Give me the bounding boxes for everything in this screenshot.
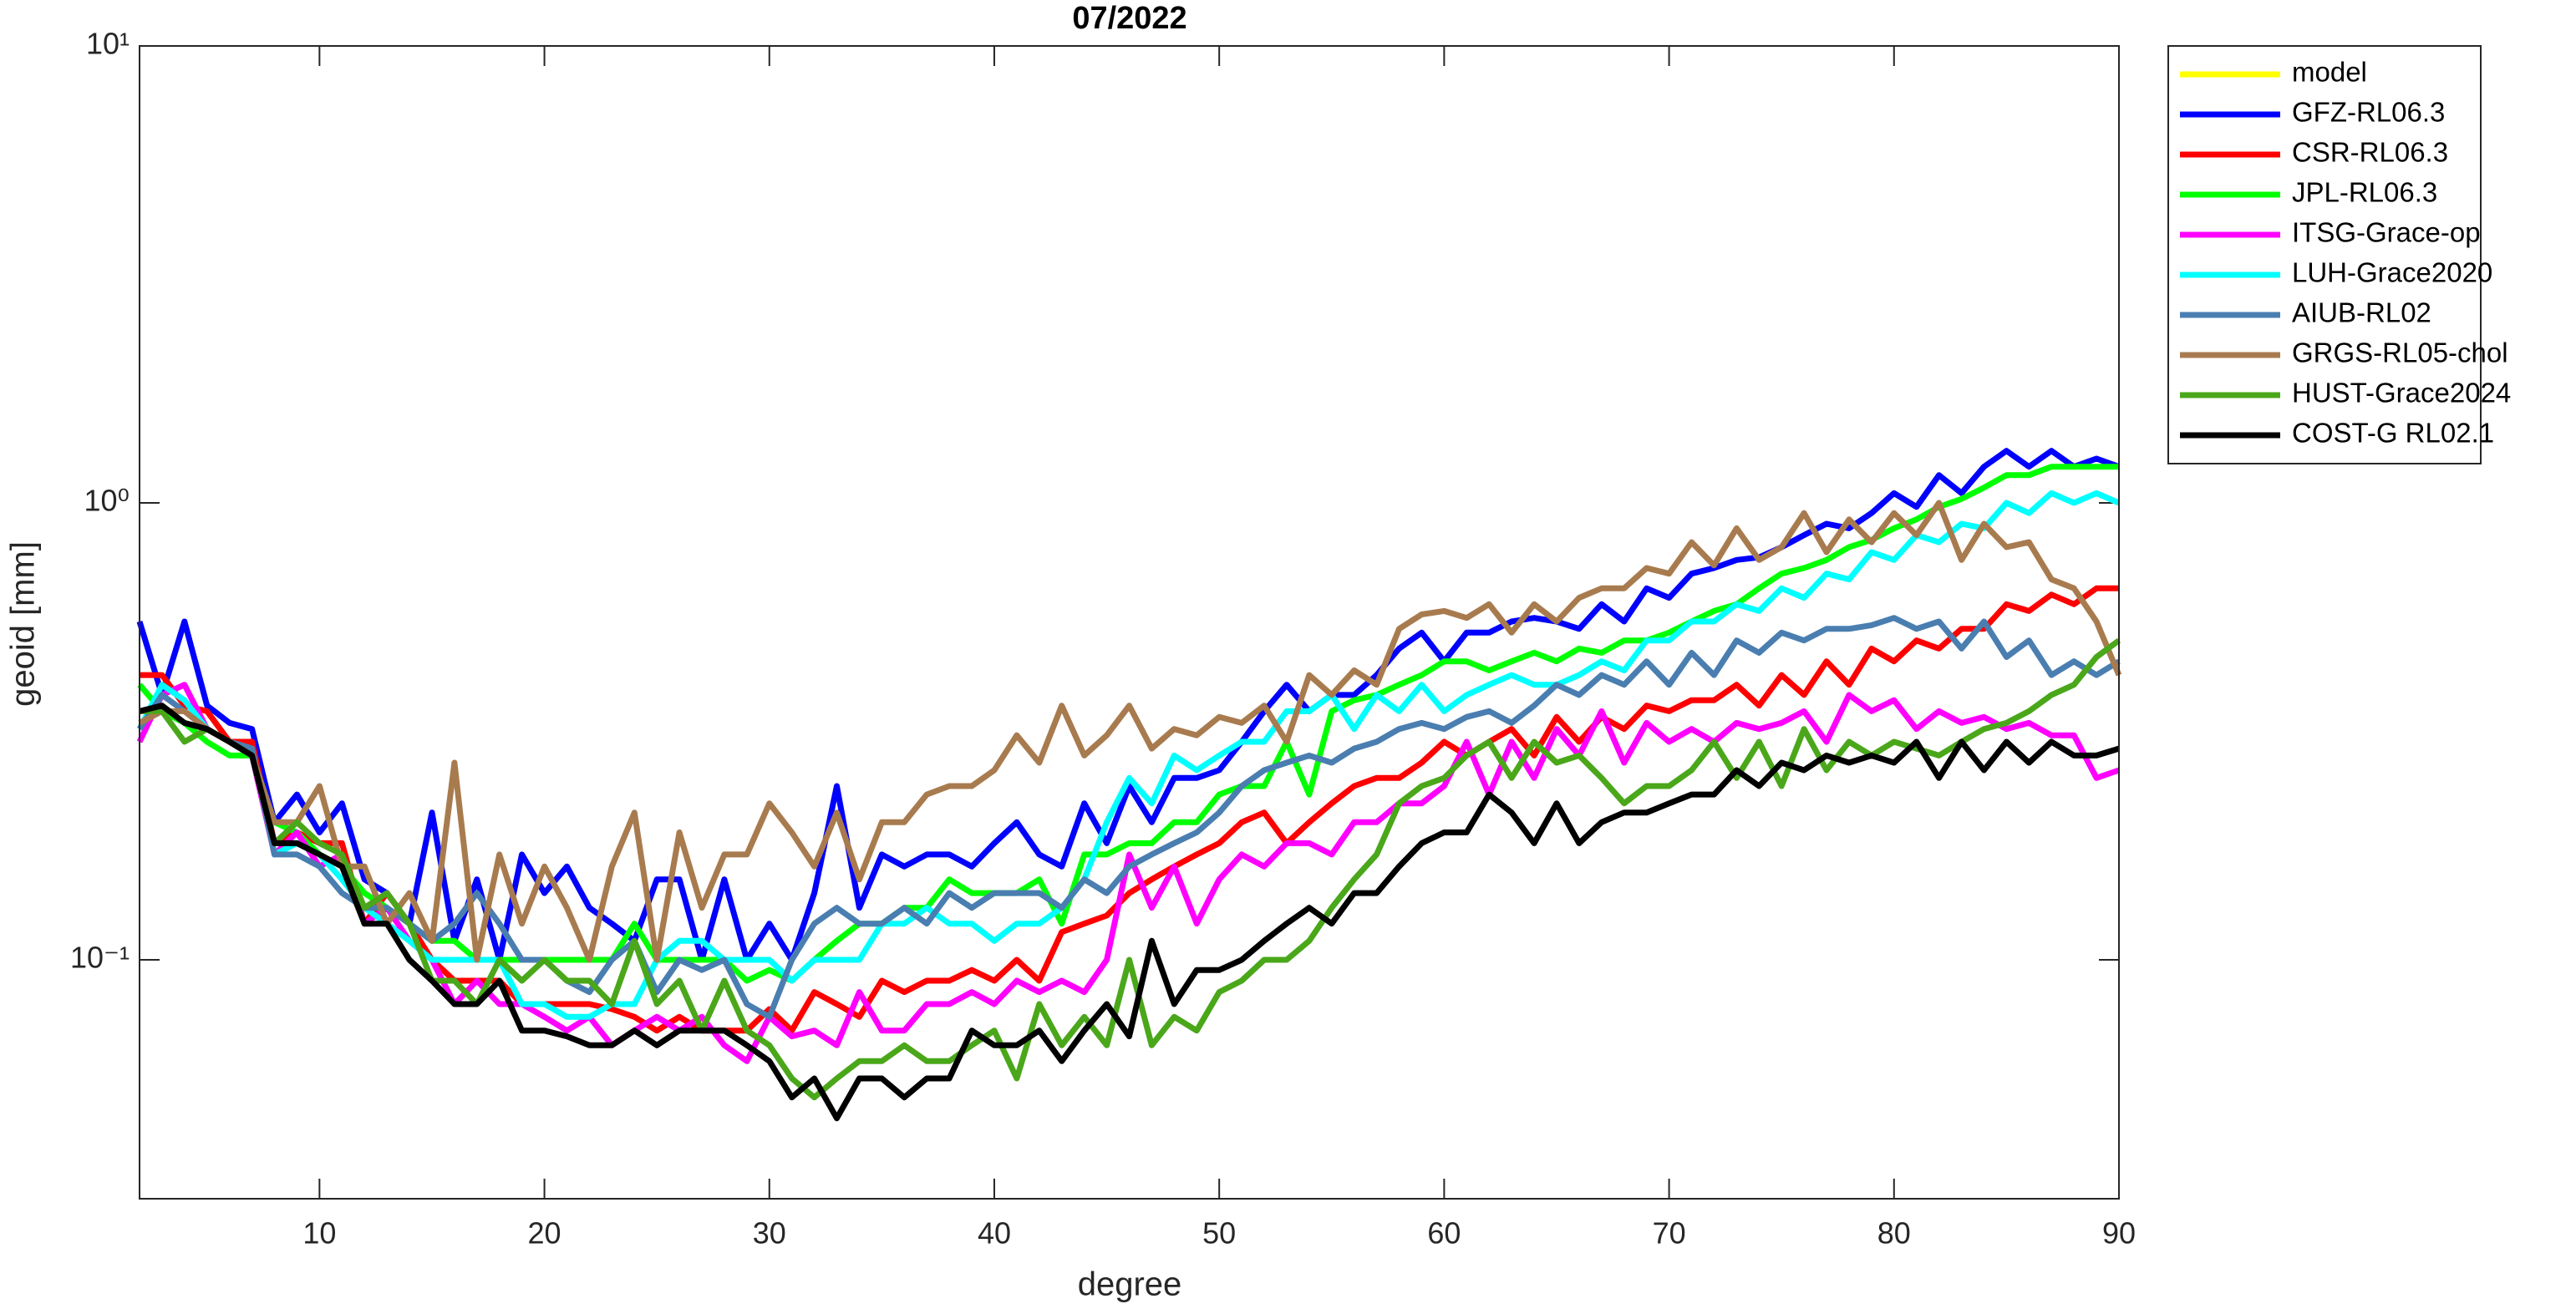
x-tick-label: 10 bbox=[302, 1216, 336, 1251]
legend-label: AIUB-RL02 bbox=[2292, 297, 2431, 328]
series-line bbox=[137, 464, 2119, 984]
series-line bbox=[136, 682, 2121, 1064]
legend-label: GRGS-RL05-chol bbox=[2292, 337, 2508, 368]
series-line bbox=[140, 585, 2119, 1034]
x-tick-label: 80 bbox=[1877, 1216, 1911, 1251]
y-tick-label: 10⁻¹ bbox=[70, 941, 130, 975]
legend-label: ITSG-Grace-op bbox=[2292, 217, 2481, 248]
series-line bbox=[139, 703, 2121, 1122]
legend-label: JPL-RL06.3 bbox=[2292, 177, 2437, 208]
legend-label: HUST-Grace2024 bbox=[2292, 378, 2511, 408]
series-line bbox=[136, 490, 2121, 1020]
x-tick-label: 30 bbox=[753, 1216, 786, 1251]
y-tick-label: 10⁰ bbox=[84, 484, 130, 518]
x-tick-label: 40 bbox=[978, 1216, 1011, 1251]
x-axis-label: degree bbox=[1078, 1266, 1182, 1303]
legend-label: LUH-Grace2020 bbox=[2292, 257, 2492, 288]
y-axis-label: geoid [mm] bbox=[5, 541, 42, 707]
x-tick-label: 20 bbox=[528, 1216, 561, 1251]
chart-title: 07/2022 bbox=[1072, 1, 1186, 36]
legend-label: GFZ-RL06.3 bbox=[2292, 97, 2445, 128]
x-tick-label: 50 bbox=[1202, 1216, 1236, 1251]
x-tick-label: 70 bbox=[1653, 1216, 1686, 1251]
plot-border bbox=[139, 45, 2120, 1200]
legend-label: COST-G RL02.1 bbox=[2292, 418, 2494, 449]
legend-label: model bbox=[2292, 57, 2367, 88]
y-tick-label: 10¹ bbox=[86, 27, 130, 61]
legend-label: CSR-RL06.3 bbox=[2292, 137, 2448, 168]
series-line bbox=[138, 500, 2122, 963]
x-tick-label: 60 bbox=[1427, 1216, 1461, 1251]
x-tick-label: 90 bbox=[2102, 1216, 2136, 1251]
